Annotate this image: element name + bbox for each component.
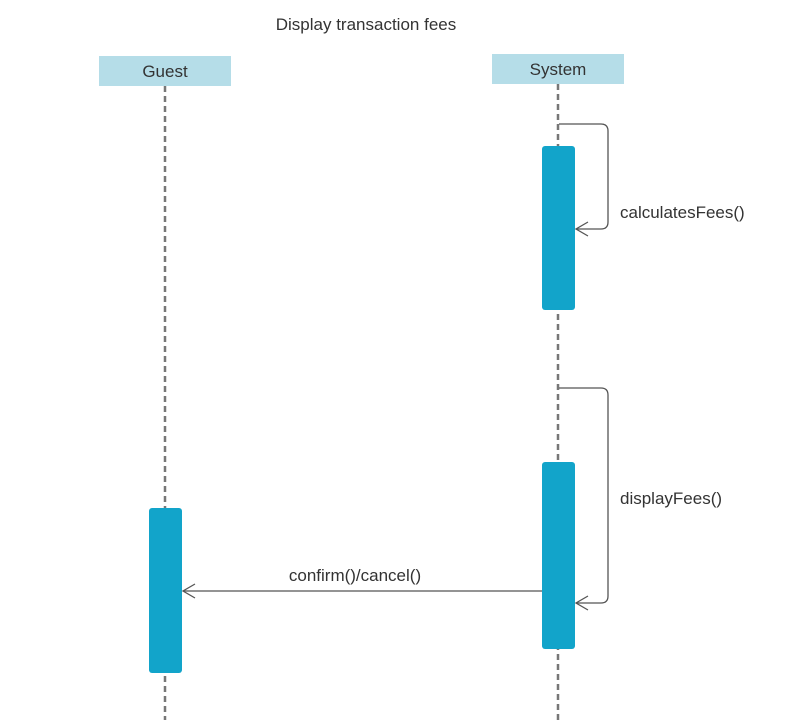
- message-calculates-fees[interactable]: calculatesFees(): [559, 123, 745, 237]
- participant-label: Guest: [142, 62, 188, 81]
- activation-bar-guest[interactable]: [149, 508, 182, 673]
- participant-guest[interactable]: Guest: [99, 56, 231, 86]
- arrowhead-icon: [574, 221, 589, 237]
- arrowhead-icon: [181, 583, 196, 599]
- participant-system[interactable]: System: [492, 54, 624, 84]
- message-line: [559, 387, 609, 604]
- message-line: [559, 123, 609, 230]
- participant-box: [492, 54, 624, 84]
- message-display-fees[interactable]: displayFees(): [559, 387, 722, 611]
- message-label: confirm()/cancel(): [289, 566, 421, 585]
- message-confirm-cancel[interactable]: confirm()/cancel(): [181, 566, 542, 599]
- arrowhead-icon: [574, 595, 589, 611]
- participant-label: System: [530, 60, 587, 79]
- activation-bar-system-1[interactable]: [542, 146, 575, 310]
- participant-box: [99, 56, 231, 86]
- diagram-title: Display transaction fees: [276, 15, 456, 34]
- message-label: calculatesFees(): [620, 203, 745, 222]
- activation-bar-system-2[interactable]: [542, 462, 575, 649]
- message-label: displayFees(): [620, 489, 722, 508]
